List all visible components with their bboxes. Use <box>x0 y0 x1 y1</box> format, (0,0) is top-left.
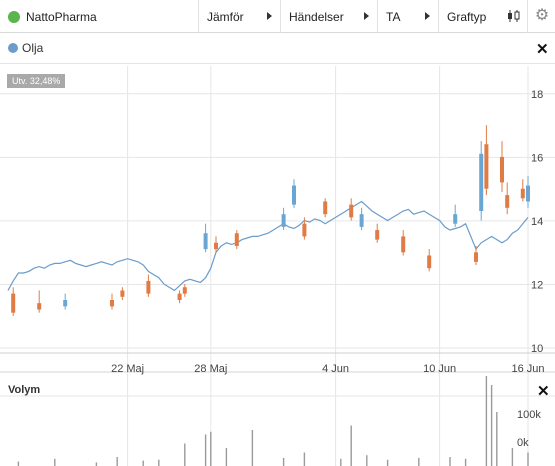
events-label: Händelser <box>289 9 344 24</box>
price-line-series <box>7 200 529 292</box>
candle-body <box>182 287 187 294</box>
candle-body <box>37 303 42 310</box>
volume-bar <box>17 461 20 466</box>
ta-menu[interactable]: TA <box>377 0 438 33</box>
volume-tick-label: 0k <box>517 437 529 449</box>
y-tick-label: 12 <box>531 279 543 291</box>
candlestick-icon <box>508 10 520 22</box>
caret-right-icon <box>364 12 369 20</box>
candle-body <box>520 188 525 199</box>
candle-body <box>375 230 380 240</box>
close-series-icon[interactable]: ✕ <box>536 41 549 58</box>
x-tick-label: 28 Maj <box>194 363 227 375</box>
volume-bar <box>210 431 212 466</box>
candle-body <box>479 153 484 211</box>
instrument-status-dot <box>8 10 20 23</box>
gear-icon: ⚙ <box>534 7 550 24</box>
candle-body <box>484 144 489 189</box>
x-tick-label: 4 Jun <box>322 363 349 375</box>
settings-button[interactable]: ⚙ <box>527 0 555 33</box>
series-label: Olja <box>22 41 44 55</box>
close-volume-icon[interactable]: ✕ <box>537 383 550 400</box>
volume-bar <box>511 448 514 466</box>
volume-bar <box>340 458 342 466</box>
candle-body <box>234 233 239 246</box>
volume-bar <box>251 430 254 466</box>
candle-body <box>474 252 478 262</box>
volume-bar <box>142 460 144 466</box>
candle-body <box>146 280 151 294</box>
candle-body <box>203 233 208 250</box>
volume-bar <box>204 434 207 466</box>
development-badge: Utv. 32,48% <box>7 74 66 88</box>
candles <box>11 125 530 316</box>
volume-bar <box>490 385 493 466</box>
volume-bar <box>386 459 389 466</box>
volume-bar <box>496 412 498 466</box>
volume-bar <box>303 452 306 466</box>
compare-label: Jämför <box>207 9 244 24</box>
volume-bar <box>485 376 488 466</box>
candle-body <box>120 290 125 297</box>
volume-title: Volym <box>8 384 41 396</box>
y-axis-ticks: 18 16 14 12 10 <box>531 89 543 355</box>
volume-bar <box>54 458 56 466</box>
volume-tick-label: 100k <box>517 409 541 421</box>
candle-body <box>526 185 530 202</box>
candle-body <box>63 299 68 307</box>
candle-body <box>177 293 182 300</box>
series-legend: Olja ✕ <box>0 34 555 64</box>
candle-body <box>11 293 16 313</box>
series-color-dot <box>8 43 18 53</box>
candle-body <box>349 204 354 218</box>
toolbar: NattoPharma Jämför Händelser TA Graftyp … <box>0 0 555 33</box>
candle-body <box>292 185 296 205</box>
graph-type-label: Graftyp <box>447 9 487 24</box>
candle-body <box>427 255 432 269</box>
candle-body <box>500 156 504 183</box>
events-menu[interactable]: Händelser <box>280 0 377 33</box>
candle-body <box>214 242 218 250</box>
instrument-name: NattoPharma <box>26 9 97 24</box>
volume-bar <box>464 458 467 466</box>
candle-body <box>281 214 286 227</box>
graph-type-menu[interactable]: Graftyp <box>438 0 527 33</box>
x-tick-label: 10 Jun <box>423 363 456 375</box>
volume-bar <box>449 457 451 466</box>
y-tick-label: 10 <box>531 343 543 355</box>
volume-bar <box>225 448 228 466</box>
x-axis-ticks: 22 Maj 28 Maj 4 Jun 10 Jun 16 Jun <box>111 363 544 375</box>
volume-bars: 100k 0k <box>17 376 541 466</box>
price-chart[interactable]: 18 16 14 12 10 22 Maj 28 Maj 4 Jun 10 Jun 16 Jun… <box>0 66 555 466</box>
candle-body <box>323 201 328 215</box>
volume-bar <box>366 455 368 466</box>
volume-bar <box>95 462 98 466</box>
compare-menu[interactable]: Jämför <box>198 0 280 33</box>
candle-body <box>401 236 406 253</box>
candle-body <box>302 223 307 237</box>
candle-body <box>359 214 364 227</box>
volume-bar <box>527 452 529 466</box>
x-tick-label: 16 Jun <box>511 363 544 375</box>
candle-body <box>453 214 458 224</box>
volume-bar <box>184 443 186 466</box>
grid <box>0 66 555 466</box>
volume-bar <box>282 457 285 466</box>
y-tick-label: 14 <box>531 216 543 228</box>
y-tick-label: 18 <box>531 89 543 101</box>
y-tick-label: 16 <box>531 152 543 164</box>
ta-label: TA <box>386 9 401 24</box>
volume-bar <box>116 457 118 466</box>
caret-right-icon <box>267 12 272 20</box>
volume-bar <box>158 459 160 466</box>
instrument-selector[interactable]: NattoPharma <box>0 0 198 33</box>
x-tick-label: 22 Maj <box>111 363 144 375</box>
caret-right-icon <box>425 12 430 20</box>
candle-body <box>505 195 510 208</box>
candle-body <box>110 299 114 307</box>
volume-bar <box>350 425 352 466</box>
volume-bar <box>418 457 420 466</box>
price-line <box>7 200 529 292</box>
